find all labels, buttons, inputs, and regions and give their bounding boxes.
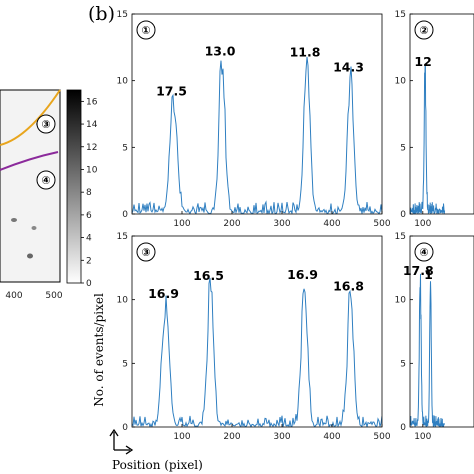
y-tick-label: 10: [117, 296, 129, 306]
x-tick-label: 300: [273, 432, 290, 442]
x-tick-label: 500: [373, 432, 390, 442]
plot-marker-circle: [136, 242, 156, 262]
y-tick-label: 0: [400, 423, 406, 433]
peak-data-label: 17.8: [403, 263, 434, 278]
peak-data-label: 16.8: [333, 278, 364, 293]
plot-marker-label: ③: [141, 246, 150, 259]
image-spot: [31, 226, 37, 230]
x-tick-label: 300: [273, 219, 290, 229]
peak-data-label: 16.9: [287, 267, 318, 282]
image-spot: [11, 218, 17, 222]
colorbar-tick-label: 10: [86, 165, 98, 175]
y-tick-label: 5: [122, 143, 128, 153]
plot-frame: [409, 235, 474, 428]
x-tick-label: 100: [414, 432, 431, 442]
plot-frame: [131, 13, 383, 215]
plot-plot1: 0 5 10 15 100 200 300 400 500 ① 17.5 13.0 11.8 14.3: [117, 10, 391, 229]
plot-marker-circle: [414, 242, 434, 262]
plot-marker-label: ①: [141, 24, 150, 37]
peak-data-label: 16.9: [148, 286, 179, 301]
x-tick-label: 100: [414, 219, 431, 229]
series-line: [410, 273, 446, 427]
peak-data-label: 12: [414, 54, 431, 69]
x-tick-label: 400: [323, 432, 340, 442]
x-axis-label: Position (pixel): [112, 458, 203, 472]
colorbar-gradient: [66, 89, 82, 284]
x-tick-label: 400: [323, 219, 340, 229]
peak-data-label: 14.3: [333, 59, 364, 74]
plot-marker-label: ②: [419, 24, 428, 37]
plot-frame: [409, 13, 474, 215]
y-tick-label: 15: [395, 232, 406, 242]
panel-label: (b): [88, 3, 115, 25]
colorbar-tick-label: 0: [86, 279, 92, 289]
x-tick-label: 200: [223, 432, 240, 442]
y-tick-label: 10: [117, 77, 129, 87]
plot-plot3: 0 5 10 15 100 200 300 400 500 ③ 16.9 16.5 16.9 16.8: [117, 232, 391, 442]
marker-label-3: ③: [41, 118, 50, 131]
y-axis-label: No. of events/pixel: [92, 293, 106, 407]
y-tick-label: 0: [122, 423, 128, 433]
x-tick-label: 200: [223, 219, 240, 229]
plot-plot2: 0 5 10 15 100 ② 12: [395, 10, 474, 229]
peak-data-label: 11.8: [290, 45, 321, 60]
image-x-tick: 400: [5, 291, 22, 301]
left-image-panel: ③ ④ 400 500: [0, 89, 63, 301]
marker-circle-4: [36, 170, 56, 190]
marker-label-4: ④: [41, 174, 50, 187]
x-tick-label: 100: [173, 432, 190, 442]
y-tick-label: 15: [395, 10, 406, 20]
plot-marker-circle: [414, 20, 434, 40]
colorbar-tick-label: 8: [86, 188, 92, 198]
series-line: [132, 278, 382, 427]
colorbar-tick-label: 12: [86, 143, 97, 153]
peak-data-label: 17.5: [156, 83, 187, 98]
colorbar-tick-label: 14: [86, 120, 98, 130]
plot-plot4: 0 5 10 15 100 ④ 17.81: [395, 232, 474, 442]
colorbar-tick-label: 6: [86, 211, 92, 221]
marker-circle-3: [36, 114, 56, 134]
image-spot: [27, 253, 33, 259]
purple-track-line: [0, 151, 59, 171]
colorbar-tick-label: 16: [86, 97, 98, 107]
plot-frame: [131, 235, 383, 428]
x-tick-label: 100: [173, 219, 190, 229]
plot-marker-label: ④: [419, 246, 428, 259]
y-tick-label: 10: [395, 296, 407, 306]
y-tick-label: 5: [122, 359, 128, 369]
colorbar: 0 2 4 6 8 10 12 14 16: [66, 89, 98, 289]
y-tick-label: 15: [117, 232, 128, 242]
y-tick-label: 15: [117, 10, 128, 20]
orange-track-line: [0, 89, 61, 146]
peak-data-label: 1: [424, 267, 433, 282]
peak-data-label: 13.0: [205, 43, 236, 58]
peak-data-label: 16.5: [193, 268, 224, 283]
colorbar-tick-label: 2: [86, 256, 92, 266]
y-tick-label: 0: [400, 210, 406, 220]
series-line: [132, 56, 382, 214]
y-tick-label: 0: [122, 210, 128, 220]
y-tick-label: 5: [400, 143, 406, 153]
x-tick-label: 500: [373, 219, 390, 229]
y-tick-label: 5: [400, 359, 406, 369]
axis-arrow-icon: [109, 428, 134, 455]
plot-marker-circle: [136, 20, 156, 40]
image-x-tick: 500: [45, 291, 62, 301]
colorbar-tick-label: 4: [86, 234, 92, 244]
y-tick-label: 10: [395, 77, 407, 87]
series-line: [410, 64, 446, 214]
